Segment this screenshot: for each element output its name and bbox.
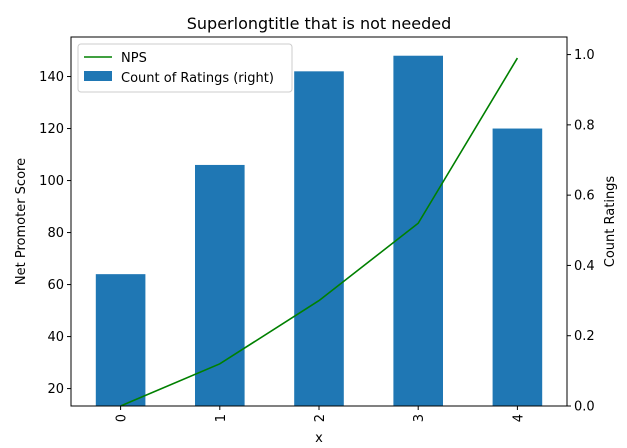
bar (95, 274, 146, 406)
y-tick-label: 80 (47, 226, 64, 241)
y-tick-label: 100 (39, 174, 64, 189)
y-tick-label: 120 (39, 122, 64, 137)
y-tick-label: 20 (47, 382, 64, 397)
chart-title: Superlongtitle that is not needed (187, 14, 452, 33)
legend-swatch-bar (84, 71, 112, 81)
legend-label: Count of Ratings (right) (121, 71, 274, 86)
y2-tick-label: 0.8 (574, 118, 595, 133)
y2-tick-label: 0.4 (574, 259, 595, 274)
legend: NPS Count of Ratings (right) (77, 43, 293, 93)
x-tick-label: 3 (412, 414, 427, 422)
y-tick-label: 60 (47, 278, 64, 293)
y-tick-label: 40 (47, 330, 64, 345)
x-tick-label: 2 (313, 414, 328, 422)
y2-axis-label: Count Ratings (603, 176, 618, 268)
x-axis: 0 1 2 3 4 (115, 406, 526, 422)
legend-box (77, 43, 293, 93)
bar (393, 55, 443, 406)
nps-line (120, 57, 519, 407)
y-tick-label: 140 (39, 70, 64, 85)
bar (294, 71, 344, 406)
y2-tick-label: 1.0 (574, 48, 595, 63)
line-series (120, 57, 519, 407)
x-axis-label: x (315, 431, 323, 446)
y2-tick-label: 0.6 (574, 189, 595, 204)
x-tick-label: 0 (115, 414, 130, 422)
bar-series (95, 55, 543, 406)
bar (195, 164, 245, 406)
left-axis: 20 40 60 80 100 120 140 (39, 70, 71, 397)
legend-label: NPS (121, 51, 147, 66)
y2-tick-label: 0.2 (574, 329, 595, 344)
bar (492, 128, 543, 406)
x-tick-label: 4 (511, 414, 526, 422)
y2-tick-label: 0.0 (574, 400, 595, 415)
right-axis: 0.0 0.2 0.4 0.6 0.8 1.0 (567, 48, 595, 415)
x-tick-label: 1 (214, 414, 229, 422)
y-axis-label: Net Promoter Score (14, 158, 29, 285)
